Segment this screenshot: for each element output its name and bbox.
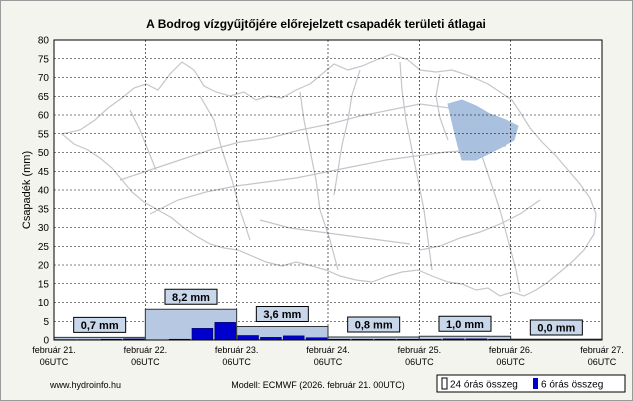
- daily-value-label: 8,2 mm: [172, 292, 210, 304]
- six-hour-bar: [283, 335, 305, 341]
- y-axis: 0 5 10 15 20 25 30 35 40 45 50 55 60 65 70 75 80: [38, 36, 50, 347]
- daily-label-box: [438, 315, 492, 332]
- daily-label-box: [73, 316, 127, 333]
- x-tick-date: február 26.: [489, 345, 533, 355]
- y-tick-label: 75: [38, 54, 50, 65]
- y-tick-label: 5: [43, 317, 49, 328]
- legend-swatch-daily: [441, 377, 448, 390]
- daily-labels: 0,7 mm 8,2 mm 3,6 mm 0,8 mm 1,0 mm 0,0 mm: [73, 288, 583, 336]
- six-hour-bar: [237, 335, 259, 341]
- daily-label-box: [255, 306, 309, 322]
- x-tick-time: 06UTC: [314, 357, 343, 367]
- x-tick-date: február 25.: [398, 345, 442, 355]
- x-tick-date: február 21.: [32, 345, 76, 355]
- x-tick-date: február 24.: [306, 345, 350, 355]
- chart-title: A Bodrog vízgyűjtőjére előrejelzett csap…: [146, 17, 486, 31]
- catchment-area: [447, 99, 519, 161]
- y-tick-label: 20: [38, 261, 50, 272]
- basemap-line-9: [129, 109, 157, 171]
- six-hour-bar: [191, 328, 214, 341]
- y-tick-label: 60: [38, 111, 50, 122]
- basemap-line-11: [435, 73, 449, 141]
- x-tick-time: 06UTC: [222, 357, 251, 367]
- y-tick-label: 55: [38, 129, 50, 140]
- footer-model: Modell: ECMWF (2026. február 21. 00UTC): [231, 380, 405, 390]
- basemap-line-1: [119, 103, 451, 181]
- basemap-line-0: [60, 53, 597, 297]
- y-tick-label: 70: [38, 73, 50, 84]
- daily-label-box: [347, 316, 401, 333]
- six-hour-bar: [214, 322, 236, 341]
- daily-label-box: [529, 319, 583, 336]
- basemap-line-3: [199, 95, 251, 241]
- x-tick-time: 06UTC: [40, 357, 69, 367]
- y-tick-label: 30: [38, 223, 50, 234]
- y-tick-label: 80: [38, 36, 50, 47]
- y-tick-label: 45: [38, 167, 50, 178]
- daily-value-label: 0,7 mm: [81, 320, 119, 332]
- y-tick-label: 40: [38, 186, 50, 197]
- plot-border: [53, 39, 603, 341]
- legend: 24 órás összeg 6 órás összeg: [436, 374, 626, 393]
- y-tick-label: 35: [38, 204, 50, 215]
- basemap-line-4: [299, 91, 339, 271]
- y-tick-label: 25: [38, 242, 50, 253]
- legend-entry-daily: 24 órás összeg: [450, 380, 518, 391]
- legend-swatch-6h: [533, 378, 538, 389]
- x-axis: február 21. 06UTC február 22. 06UTC február …: [32, 345, 624, 367]
- y-axis-label: Csapadék (mm): [21, 151, 33, 229]
- basemap-line-5: [399, 61, 433, 271]
- daily-value-label: 3,6 mm: [263, 309, 301, 321]
- daily-label-box: [164, 288, 218, 305]
- x-tick-date: február 23.: [215, 345, 259, 355]
- grid: [54, 40, 602, 340]
- y-tick-label: 0: [43, 336, 49, 347]
- daily-value-label: 0,8 mm: [355, 320, 393, 332]
- footer-website[interactable]: www.hydroinfo.hu: [49, 380, 121, 390]
- legend-box: [436, 374, 626, 393]
- basemap-line-2: [149, 145, 507, 215]
- y-tick-label: 50: [38, 148, 50, 159]
- x-tick-date: február 27.: [580, 345, 624, 355]
- daily-value-label: 0,0 mm: [537, 323, 575, 335]
- y-tick-label: 10: [38, 298, 50, 309]
- basemap-line-8: [259, 219, 411, 245]
- x-tick-date: február 22.: [124, 345, 168, 355]
- daily-value-label: 1,0 mm: [446, 319, 484, 331]
- legend-entry-6h: 6 órás összeg: [541, 380, 603, 391]
- x-tick-time: 06UTC: [131, 357, 160, 367]
- x-tick-time: 06UTC: [496, 357, 525, 367]
- basemap-line-10: [333, 69, 361, 196]
- basemap: [60, 53, 597, 297]
- x-tick-time: 06UTC: [588, 357, 617, 367]
- y-tick-label: 65: [38, 92, 50, 103]
- x-tick-time: 06UTC: [405, 357, 434, 367]
- y-tick-label: 15: [38, 279, 50, 290]
